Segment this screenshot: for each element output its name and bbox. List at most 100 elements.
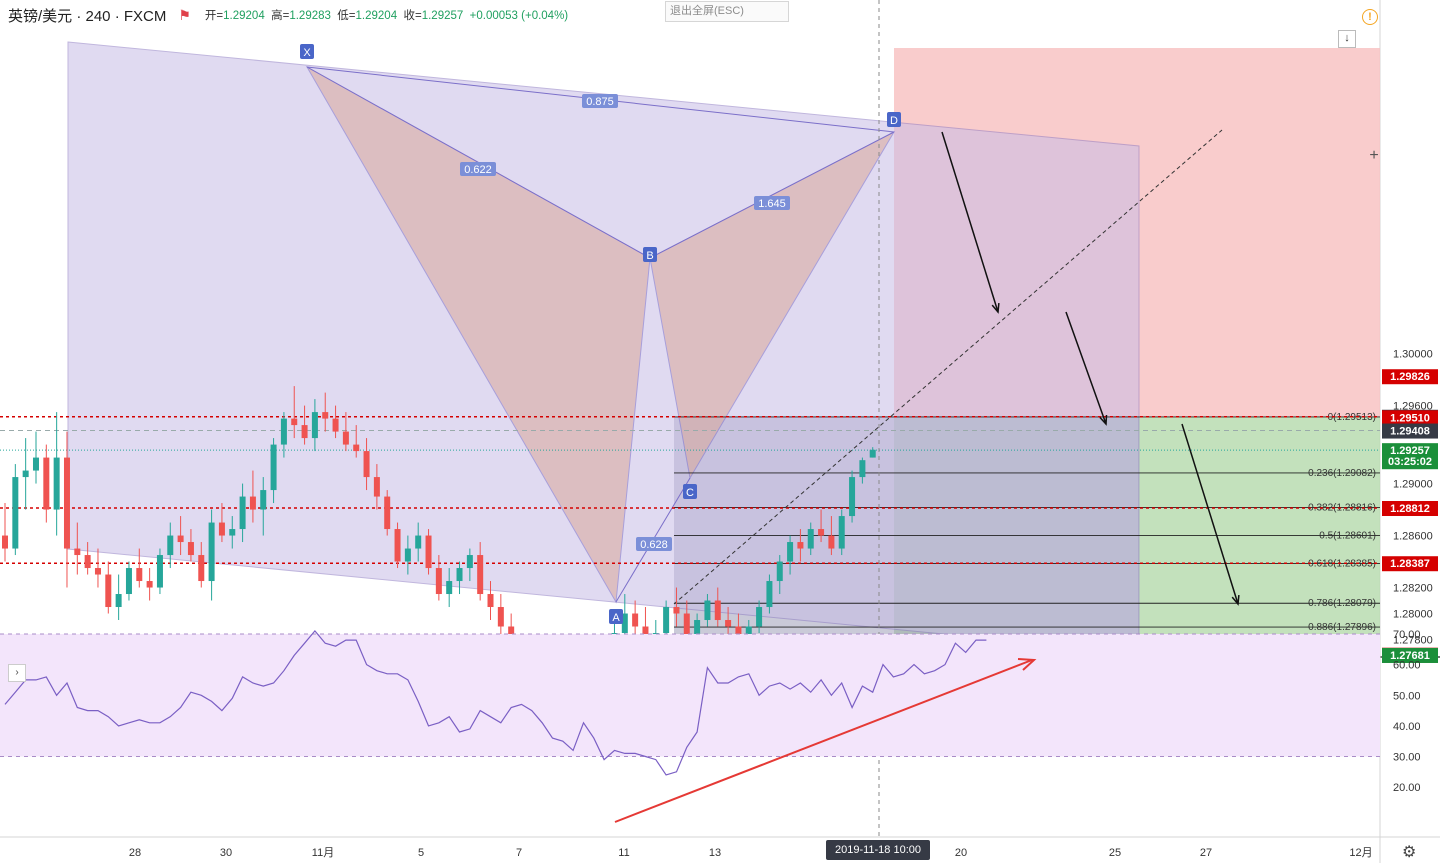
candle-body	[735, 626, 742, 640]
time-tick-label: 5	[418, 847, 424, 859]
ratio-label: 0.622	[464, 164, 492, 176]
rsi-tick-label: 50.00	[1393, 690, 1421, 702]
pattern-point-label: D	[890, 115, 898, 127]
projection-arrow-head	[991, 302, 1000, 314]
price-tag-label: 1.29510	[1390, 412, 1430, 424]
candle-body	[456, 568, 463, 582]
price-tag-label: 1.29826	[1390, 371, 1430, 383]
price-tag	[1382, 423, 1438, 439]
ohlc-readout: 开=1.29204 高=1.29283 低=1.29204 收=1.29257 …	[204, 10, 569, 22]
time-tick-label: 20	[955, 847, 967, 859]
candle-body	[714, 600, 721, 621]
ratio-label: 0.628	[640, 539, 668, 551]
candle-body	[198, 555, 205, 582]
rsi-tick-label: 20.00	[1393, 782, 1421, 794]
candle-body	[394, 529, 401, 562]
time-tick-label: 7	[516, 847, 522, 859]
candle-body	[332, 418, 339, 432]
candle-body	[694, 620, 701, 640]
price-tag-label: 1.29257	[1390, 445, 1430, 457]
candle-body	[818, 529, 825, 536]
settings-gear-icon[interactable]: ⚙	[1402, 844, 1417, 861]
pattern-point-b	[643, 247, 657, 262]
flag-icon[interactable]: ⚑	[178, 6, 191, 23]
candle-body	[322, 412, 329, 419]
ratio-label-bg	[460, 162, 496, 176]
price-tick-label: 1.29600	[1393, 401, 1433, 413]
candle-body	[187, 542, 194, 556]
rsi-tick-label: 40.00	[1393, 721, 1421, 733]
candle-body	[2, 535, 8, 549]
fib-level-label: 0.886(1.27896)	[1308, 622, 1376, 633]
candle-body	[301, 425, 308, 439]
candle-body	[125, 568, 132, 595]
price-tick-label: 1.28600	[1393, 531, 1433, 543]
candle-body	[477, 555, 484, 595]
candle-body	[218, 522, 225, 536]
add-plus-icon[interactable]: +	[1369, 147, 1379, 164]
price-tag	[1382, 454, 1438, 470]
rsi-band	[0, 633, 1380, 757]
time-tick-label: 28	[129, 847, 141, 859]
fib-level-label: 0.5(1.28601)	[1319, 530, 1376, 541]
price-tag	[1382, 369, 1438, 385]
ratio-label: 0.875	[586, 96, 614, 108]
candle-body	[828, 535, 835, 549]
ratio-label-bg	[582, 94, 618, 108]
trend-dashed-line	[673, 129, 1223, 605]
candle-body	[208, 522, 215, 582]
price-tag	[1382, 500, 1438, 516]
price-tag-label: 03:25:02	[1388, 456, 1432, 468]
price-tag	[1382, 410, 1438, 426]
pattern-point-c	[683, 484, 697, 499]
pattern-point-label: C	[686, 487, 694, 499]
close-value: 1.29257	[421, 10, 464, 22]
candle-body	[167, 535, 174, 556]
candle-body	[807, 529, 814, 549]
candle-body	[704, 600, 711, 621]
candle-body	[239, 496, 246, 530]
open-value: 1.29204	[223, 10, 265, 22]
candle-body	[621, 613, 628, 634]
high-value: 1.29283	[289, 10, 331, 22]
projection-arrow	[1181, 423, 1239, 605]
candle-body	[776, 561, 783, 582]
candle-body	[446, 581, 453, 595]
change-value: +0.00053 (+0.04%)	[469, 10, 569, 22]
symbol-title[interactable]: 英镑/美元 · 240 · FXCM	[8, 7, 167, 25]
candle-body	[53, 457, 60, 510]
rsi-line	[4, 629, 987, 776]
pattern-bd-line	[649, 131, 895, 259]
candle-body	[156, 555, 163, 588]
candle-body	[435, 568, 442, 595]
candle-body	[105, 574, 112, 608]
rsi-trend-arrow-head	[1017, 658, 1037, 671]
candle-body	[249, 496, 256, 510]
pattern-point-a	[609, 609, 623, 624]
candle-body	[280, 418, 287, 445]
price-tag-label: 1.29408	[1390, 426, 1430, 438]
pane-collapse-icon[interactable]: ›	[8, 664, 26, 682]
fib-level-label: 0.236(1.29082)	[1308, 468, 1376, 479]
price-tick-label: 1.29000	[1393, 479, 1433, 491]
candle-body	[342, 431, 349, 445]
projection-arrow-head	[1231, 594, 1240, 606]
candle-body	[497, 607, 504, 627]
candle-body	[94, 568, 101, 575]
warning-icon[interactable]: !	[1362, 9, 1378, 25]
time-tick-label: 27	[1200, 847, 1212, 859]
candle-body	[291, 418, 298, 426]
time-tick-label: 12月	[1349, 847, 1372, 859]
candle-body	[373, 477, 380, 497]
candle-body	[838, 516, 845, 549]
candle-body	[63, 457, 70, 549]
scroll-down-icon[interactable]: ↓	[1338, 30, 1356, 48]
candle-body	[32, 457, 39, 471]
candle-body	[270, 444, 277, 491]
price-tag-label: 1.27681	[1390, 650, 1430, 662]
candle-body	[859, 460, 866, 478]
fib-level-label: 0.618(1.28385)	[1308, 558, 1376, 569]
exit-fullscreen-button[interactable]: 退出全屏(ESC)	[665, 1, 789, 22]
candle-body	[869, 449, 876, 458]
